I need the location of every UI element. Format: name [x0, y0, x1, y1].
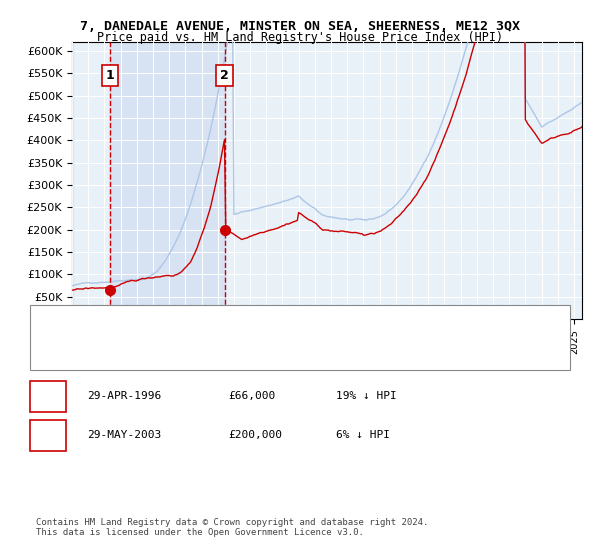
Text: £66,000: £66,000: [228, 391, 275, 401]
Text: 7, DANEDALE AVENUE, MINSTER ON SEA, SHEERNESS, ME12 3QX: 7, DANEDALE AVENUE, MINSTER ON SEA, SHEE…: [80, 20, 520, 32]
Text: HPI: Average price, detached house, Swale: HPI: Average price, detached house, Swal…: [99, 347, 340, 357]
Text: 29-MAY-2003: 29-MAY-2003: [87, 430, 161, 440]
Text: £200,000: £200,000: [228, 430, 282, 440]
Text: 2: 2: [220, 69, 229, 82]
Text: 19% ↓ HPI: 19% ↓ HPI: [336, 391, 397, 401]
Text: 29-APR-1996: 29-APR-1996: [87, 391, 161, 401]
Text: 2: 2: [44, 428, 52, 442]
Text: 6% ↓ HPI: 6% ↓ HPI: [336, 430, 390, 440]
Text: Price paid vs. HM Land Registry's House Price Index (HPI): Price paid vs. HM Land Registry's House …: [97, 31, 503, 44]
Text: 1: 1: [106, 69, 114, 82]
Text: 1: 1: [44, 389, 52, 403]
Bar: [110, 42, 224, 319]
Text: Contains HM Land Registry data © Crown copyright and database right 2024.
This d: Contains HM Land Registry data © Crown c…: [36, 518, 428, 538]
Text: 7, DANEDALE AVENUE, MINSTER ON SEA, SHEERNESS, ME12 3QX (detached house): 7, DANEDALE AVENUE, MINSTER ON SEA, SHEE…: [99, 325, 522, 335]
